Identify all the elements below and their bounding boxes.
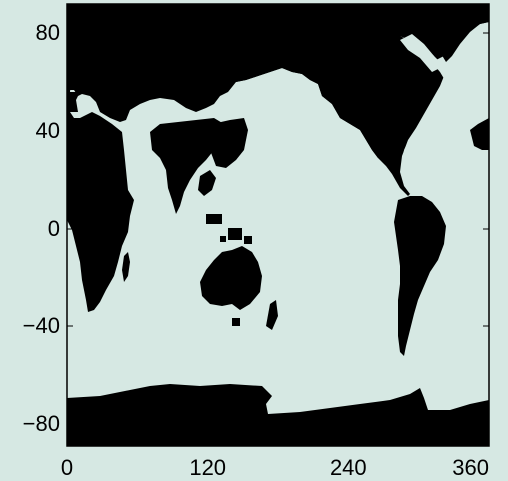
australia-landmass xyxy=(200,246,262,310)
x-tick-label: 360 xyxy=(452,455,489,480)
y-tick-label: −80 xyxy=(23,411,60,436)
madagascar-landmass xyxy=(122,252,130,282)
tasmania-landmass xyxy=(232,318,240,326)
y-axis: 80 40 0 −40 −80 xyxy=(23,20,489,436)
ocean-seas xyxy=(400,22,489,198)
south-america-landmass xyxy=(394,196,446,356)
africa-landmass xyxy=(67,112,134,312)
y-tick-label: −40 xyxy=(23,313,60,338)
indonesia-island-1 xyxy=(206,214,222,224)
greenland-landmass xyxy=(436,4,489,62)
y-tick-label: 80 xyxy=(36,20,60,45)
southeast-asia-landmass xyxy=(198,170,216,196)
antarctica-landmass xyxy=(67,384,489,446)
indonesia-island-2 xyxy=(228,228,242,240)
new-zealand-landmass xyxy=(266,300,278,330)
landmasses xyxy=(67,4,489,446)
x-tick-label: 0 xyxy=(61,455,73,480)
north-atlantic-land xyxy=(436,4,489,150)
arctic-gap xyxy=(400,34,440,72)
indonesia-island-4 xyxy=(220,236,226,242)
indonesia-island-3 xyxy=(244,236,252,244)
x-tick-label: 120 xyxy=(189,455,226,480)
x-tick-label: 240 xyxy=(330,455,367,480)
y-tick-label: 40 xyxy=(36,118,60,143)
indochina-landmass xyxy=(210,118,248,168)
y-tick-label: 0 xyxy=(48,216,60,241)
west-europe-edge xyxy=(470,118,489,150)
x-axis: 0 120 240 360 xyxy=(61,440,490,480)
india-landmass xyxy=(150,118,224,214)
north-atlantic xyxy=(400,22,489,198)
plot-frame xyxy=(66,3,490,447)
